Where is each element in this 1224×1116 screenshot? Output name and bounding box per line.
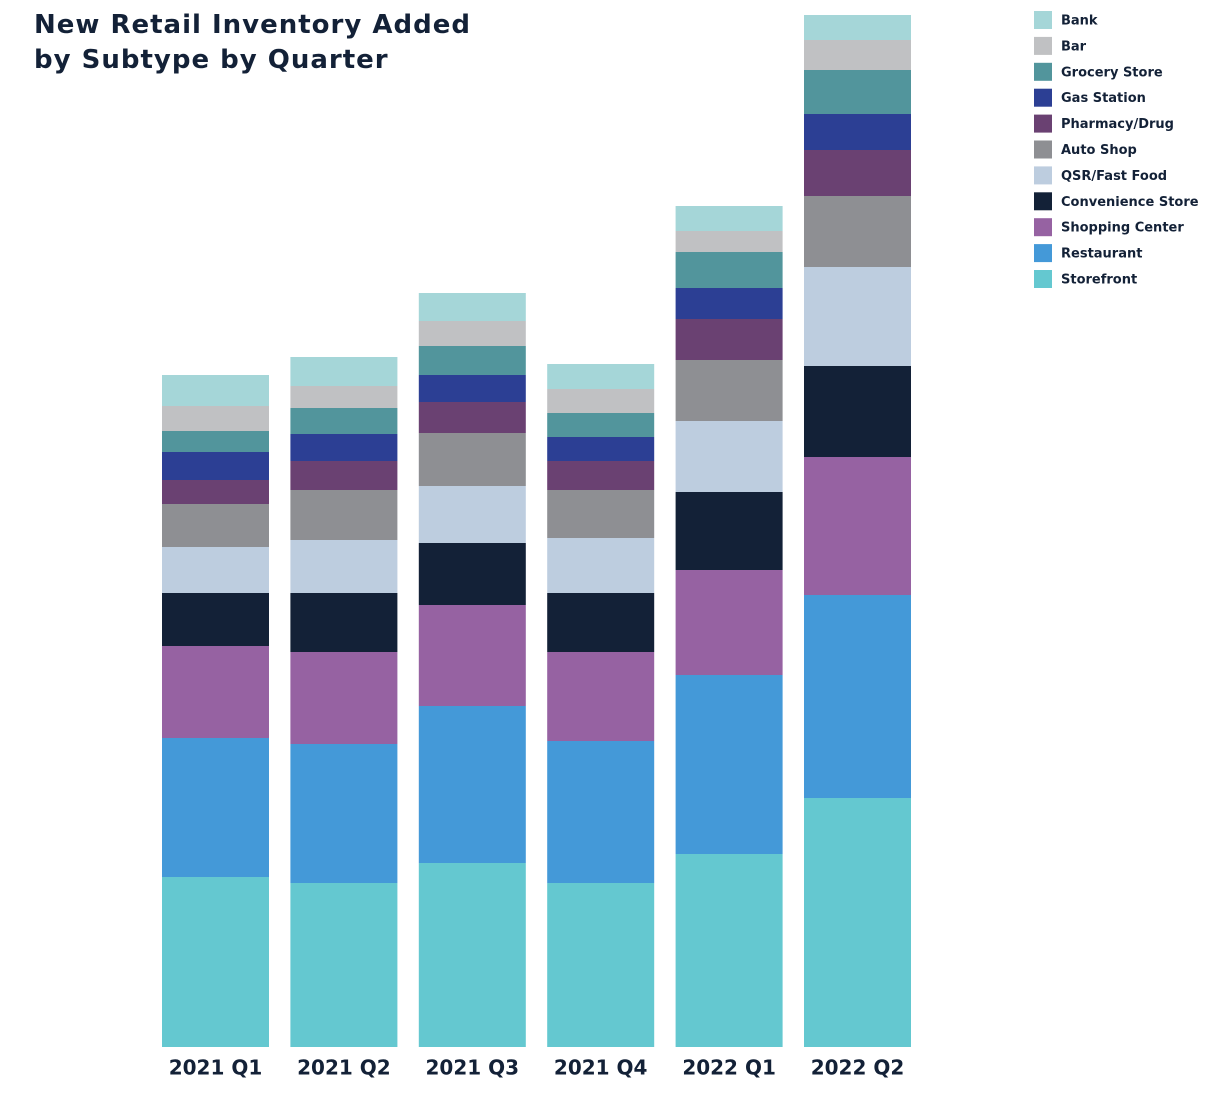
- bar-segment: [162, 877, 269, 1047]
- bar-segment: [547, 538, 655, 593]
- bar-segment: [290, 883, 398, 1047]
- bar-segment: [290, 490, 398, 540]
- bar-segment: [162, 480, 269, 504]
- bar-segment: [804, 196, 911, 267]
- legend-label: Bar: [1061, 39, 1087, 54]
- legend-swatch: [1034, 114, 1052, 133]
- bar-segment: [418, 321, 526, 346]
- legend-label: Pharmacy/Drug: [1061, 117, 1174, 132]
- bar-segment: [162, 593, 269, 646]
- bar-segment: [290, 652, 398, 744]
- bar-segment: [804, 40, 911, 70]
- x-tick-label: 2022 Q2: [811, 1056, 905, 1080]
- legend-label: Grocery Store: [1061, 65, 1163, 80]
- legend-label: Bank: [1061, 14, 1098, 29]
- bar-segment: [675, 492, 783, 570]
- bar-segment: [547, 652, 655, 741]
- bar-segment: [418, 543, 526, 605]
- bar-segment: [804, 114, 911, 150]
- bar-segment: [675, 319, 783, 360]
- bar-segment: [547, 883, 655, 1047]
- legend-swatch: [1034, 244, 1052, 263]
- bar-segment: [290, 461, 398, 490]
- legend-swatch: [1034, 192, 1052, 211]
- bar-segment: [675, 421, 783, 492]
- bar-segment: [675, 360, 783, 421]
- legend-swatch: [1034, 270, 1052, 288]
- bar-segment: [418, 293, 526, 321]
- x-tick-label: 2021 Q2: [297, 1056, 391, 1080]
- bar-segment: [804, 457, 911, 595]
- bar-segment: [418, 486, 526, 543]
- legend-swatch: [1034, 166, 1052, 185]
- bar-segment: [418, 402, 526, 433]
- bar-segment: [162, 738, 269, 877]
- legend-swatch: [1034, 62, 1052, 81]
- bar-segment: [547, 593, 655, 652]
- bar-segment: [162, 646, 269, 738]
- bar-segment: [675, 288, 783, 319]
- legend-label: Gas Station: [1061, 91, 1146, 106]
- chart-title: New Retail Inventory Added by Subtype by…: [34, 10, 471, 75]
- bar-segment: [804, 595, 911, 798]
- bar-segment: [418, 375, 526, 402]
- bar-segment: [804, 366, 911, 457]
- legend-swatch: [1034, 36, 1052, 55]
- bar-segment: [547, 490, 655, 538]
- bar-segment: [418, 706, 526, 863]
- x-tick-label: 2021 Q4: [554, 1056, 648, 1080]
- bar-segment: [162, 547, 269, 593]
- bar-segment: [675, 252, 783, 288]
- bar-segment: [162, 375, 269, 406]
- bar-segment: [162, 431, 269, 452]
- bar-segment: [418, 433, 526, 486]
- bar-segment: [162, 406, 269, 431]
- legend-label: Storefront: [1061, 273, 1137, 288]
- bar-segment: [290, 386, 398, 408]
- bar-segment: [547, 461, 655, 490]
- bar-segment: [290, 593, 398, 652]
- bar-segment: [675, 570, 783, 675]
- bar-segment: [547, 413, 655, 437]
- bar-segment: [418, 346, 526, 375]
- bar-segment: [547, 741, 655, 883]
- bar-segment: [804, 70, 911, 114]
- bar-segment: [162, 504, 269, 547]
- legend-swatch: [1034, 88, 1052, 107]
- bar-segment: [675, 854, 783, 1047]
- bar-segment: [547, 437, 655, 461]
- bar-segment: [162, 452, 269, 480]
- bar-segment: [804, 267, 911, 366]
- legend-label: QSR/Fast Food: [1061, 169, 1167, 184]
- bar-segment: [290, 434, 398, 461]
- bar-segment: [290, 744, 398, 883]
- x-tick-label: 2021 Q1: [169, 1056, 263, 1080]
- bar-segment: [804, 798, 911, 1047]
- bar-segment: [290, 357, 398, 386]
- bar-segment: [290, 408, 398, 434]
- legend-label: Shopping Center: [1061, 221, 1184, 236]
- legend-label: Auto Shop: [1061, 143, 1137, 158]
- legend-swatch: [1034, 140, 1052, 159]
- legend-swatch: [1034, 218, 1052, 237]
- bar-segment: [547, 389, 655, 413]
- bar-segment: [675, 231, 783, 252]
- bar-segment: [547, 364, 655, 389]
- bar-segment: [675, 206, 783, 231]
- bar-segment: [804, 15, 911, 40]
- legend-label: Convenience Store: [1061, 195, 1199, 210]
- bar-segment: [418, 863, 526, 1047]
- bar-segment: [804, 150, 911, 196]
- bar-segment: [290, 540, 398, 593]
- x-tick-label: 2021 Q3: [426, 1056, 520, 1080]
- bar-segment: [675, 675, 783, 854]
- legend-label: Restaurant: [1061, 247, 1142, 262]
- legend-swatch: [1034, 11, 1052, 29]
- bar-segment: [418, 605, 526, 706]
- x-tick-label: 2022 Q1: [682, 1056, 776, 1080]
